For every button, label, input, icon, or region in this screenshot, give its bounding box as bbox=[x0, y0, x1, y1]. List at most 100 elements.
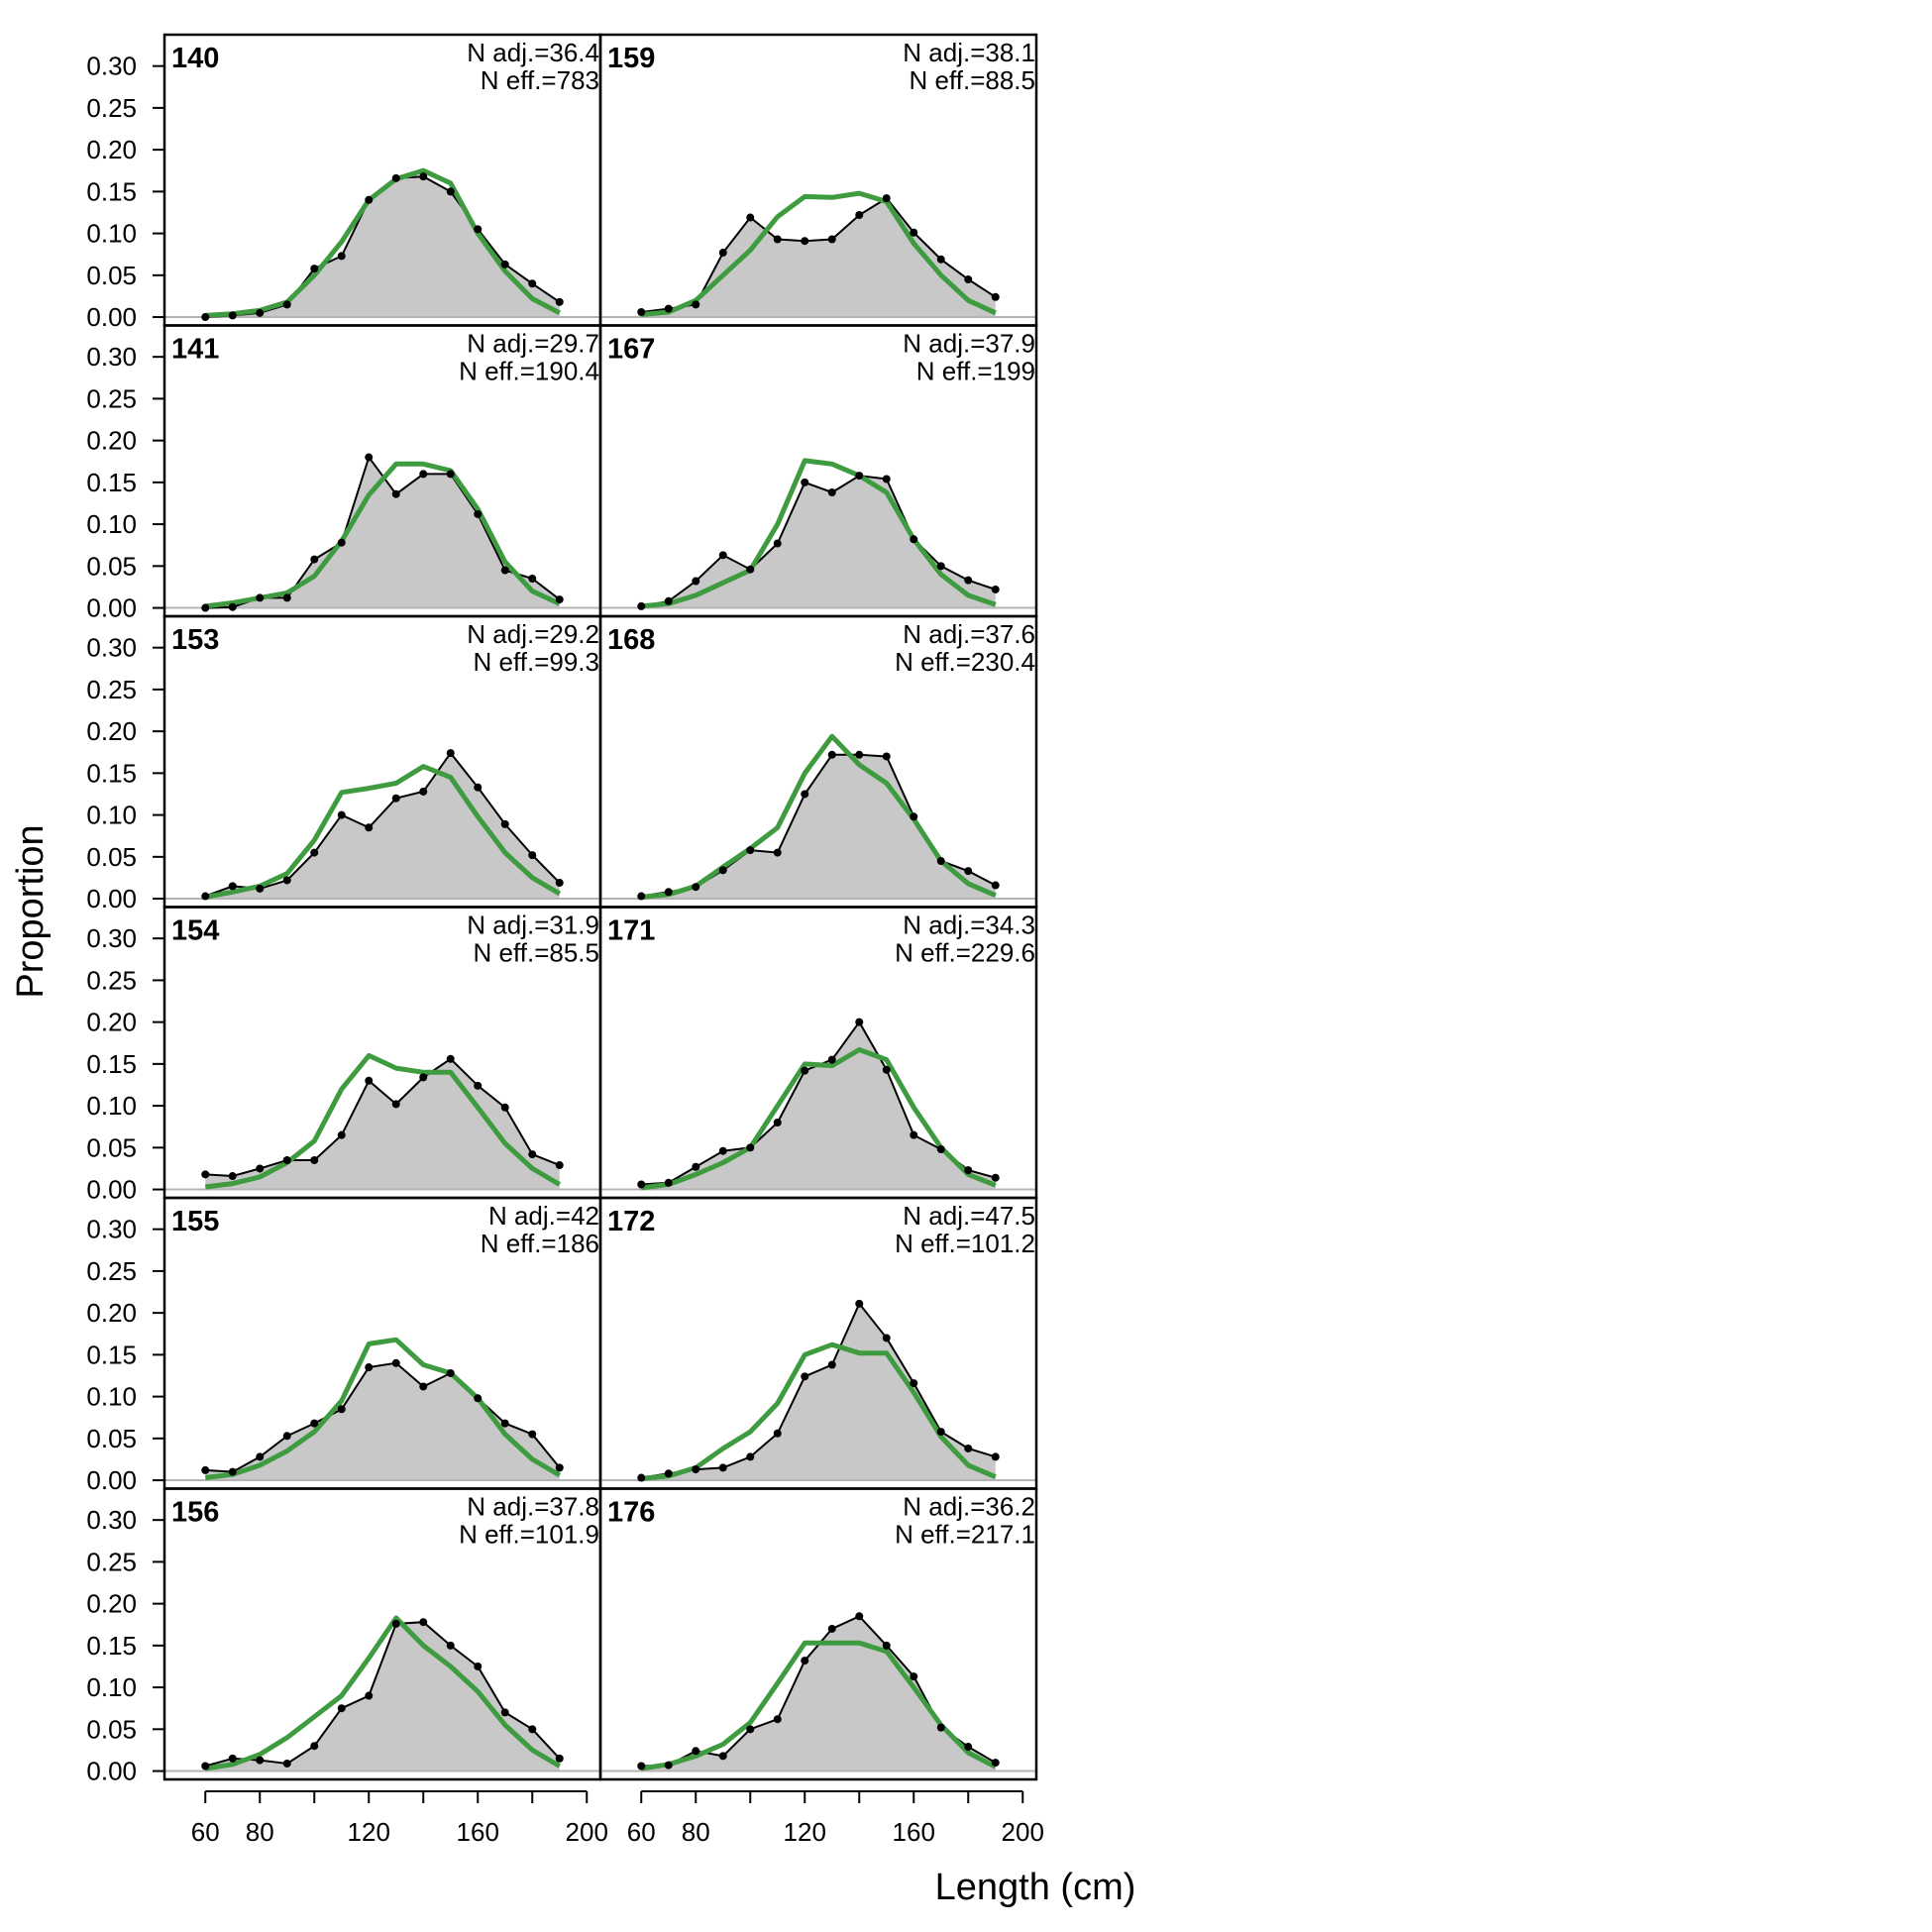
observed-point bbox=[228, 311, 237, 320]
observed-point bbox=[991, 881, 1000, 890]
observed-point bbox=[310, 555, 319, 564]
y-tick-label: 0.10 bbox=[86, 1672, 137, 1702]
n-adj-label: N adj.=37.8 bbox=[467, 1492, 599, 1522]
panel-140: 140 N adj.=36.4N eff.=783 bbox=[162, 33, 602, 327]
observed-point bbox=[936, 1428, 945, 1437]
y-tick-label: 0.30 bbox=[86, 52, 137, 81]
observed-point bbox=[474, 1394, 483, 1403]
observed-point bbox=[910, 1672, 918, 1681]
observed-point bbox=[882, 752, 891, 761]
y-tick-label: 0.30 bbox=[86, 1505, 137, 1535]
observed-point bbox=[827, 1624, 836, 1633]
observed-point bbox=[391, 173, 400, 182]
y-tick-label: 0.30 bbox=[86, 342, 137, 372]
observed-area bbox=[205, 1622, 560, 1771]
observed-point bbox=[282, 1432, 291, 1441]
observed-point bbox=[228, 602, 237, 611]
observed-point bbox=[855, 1299, 864, 1308]
y-tick-label: 0.25 bbox=[86, 93, 137, 123]
observed-line bbox=[204, 751, 561, 898]
n-adj-label: N adj.=47.5 bbox=[903, 1201, 1035, 1231]
observed-point bbox=[555, 879, 564, 888]
y-tick-label: 0.10 bbox=[86, 801, 137, 830]
observed-point bbox=[282, 593, 291, 602]
n-adj-label: N adj.=37.9 bbox=[903, 329, 1035, 359]
observed-point bbox=[391, 1358, 400, 1367]
observed-line bbox=[205, 1361, 561, 1473]
observed-point bbox=[528, 279, 537, 288]
observed-point bbox=[882, 1065, 891, 1074]
panel-frame bbox=[598, 1487, 1038, 1781]
observed-point bbox=[256, 1452, 265, 1461]
observed-point bbox=[419, 172, 428, 181]
observed-point bbox=[664, 304, 673, 313]
observed-point bbox=[718, 249, 727, 258]
observed-point bbox=[773, 1429, 782, 1438]
y-tick-label: 0.15 bbox=[86, 1340, 137, 1369]
y-tick-label: 0.25 bbox=[86, 965, 137, 995]
x-tick-label: 200 bbox=[566, 1817, 608, 1847]
y-tick-label: 0.15 bbox=[86, 1631, 137, 1661]
observed-point bbox=[637, 1473, 646, 1482]
observed-point bbox=[773, 1118, 782, 1127]
observed-point bbox=[882, 194, 891, 203]
observed-point bbox=[201, 1762, 210, 1771]
observed-point bbox=[910, 812, 918, 821]
n-adj-label: N adj.=38.1 bbox=[903, 38, 1035, 67]
observed-point bbox=[337, 1704, 346, 1713]
observed-point bbox=[201, 313, 210, 322]
n-eff-label: N eff.=101.2 bbox=[895, 1229, 1035, 1258]
observed-point bbox=[474, 509, 483, 518]
observed-area bbox=[205, 457, 560, 608]
observed-point bbox=[773, 1715, 782, 1724]
x-tick-label: 160 bbox=[457, 1817, 499, 1847]
observed-point bbox=[801, 1372, 809, 1381]
panel-label: 171 bbox=[607, 915, 655, 947]
observed-point bbox=[446, 187, 455, 196]
observed-point bbox=[256, 1756, 265, 1765]
y-tick-label: 0.05 bbox=[86, 1132, 137, 1162]
observed-point bbox=[827, 1360, 836, 1369]
observed-point bbox=[282, 876, 291, 885]
observed-point bbox=[936, 1145, 945, 1154]
observed-point bbox=[419, 470, 428, 479]
y-tick-label: 0.10 bbox=[86, 1382, 137, 1412]
n-eff-label: N eff.=88.5 bbox=[910, 65, 1035, 95]
panel-167: 167 N adj.=37.9N eff.=199 bbox=[598, 324, 1038, 618]
observed-point bbox=[500, 566, 509, 575]
expected-line bbox=[641, 733, 997, 900]
observed-point bbox=[391, 794, 400, 803]
observed-point bbox=[718, 551, 727, 560]
observed-point bbox=[664, 596, 673, 605]
observed-point bbox=[827, 487, 836, 496]
y-tick-label: 0.15 bbox=[86, 758, 137, 788]
n-eff-label: N eff.=230.4 bbox=[895, 647, 1035, 677]
panel-168: 168 N adj.=37.6N eff.=230.4 bbox=[598, 614, 1038, 909]
n-adj-label: N adj.=31.9 bbox=[467, 911, 599, 940]
y-tick-label: 0.20 bbox=[86, 135, 137, 164]
observed-point bbox=[910, 1379, 918, 1388]
y-tick-label: 0.00 bbox=[86, 302, 137, 332]
y-tick-label: 0.15 bbox=[86, 468, 137, 497]
observed-point bbox=[228, 1467, 237, 1476]
observed-point bbox=[500, 1708, 509, 1717]
observed-point bbox=[419, 1073, 428, 1082]
observed-area bbox=[641, 1616, 996, 1771]
observed-point bbox=[746, 213, 755, 222]
x-tick-label: 120 bbox=[784, 1817, 826, 1847]
observed-point bbox=[474, 1081, 483, 1090]
x-tick-label: 160 bbox=[893, 1817, 935, 1847]
x-tick-label: 80 bbox=[246, 1817, 274, 1847]
observed-point bbox=[282, 300, 291, 309]
observed-line bbox=[205, 1621, 561, 1768]
panel-176: 176 N adj.=36.2N eff.=217.1 bbox=[598, 1487, 1038, 1781]
observed-point bbox=[365, 453, 374, 462]
observed-point bbox=[637, 1762, 646, 1771]
observed-point bbox=[528, 851, 537, 860]
y-tick-label: 0.05 bbox=[86, 1424, 137, 1453]
y-tick-label: 0.20 bbox=[86, 1008, 137, 1037]
panel-label: 141 bbox=[171, 334, 219, 366]
observed-point bbox=[637, 1180, 646, 1189]
observed-point bbox=[664, 888, 673, 897]
observed-point bbox=[256, 308, 265, 317]
